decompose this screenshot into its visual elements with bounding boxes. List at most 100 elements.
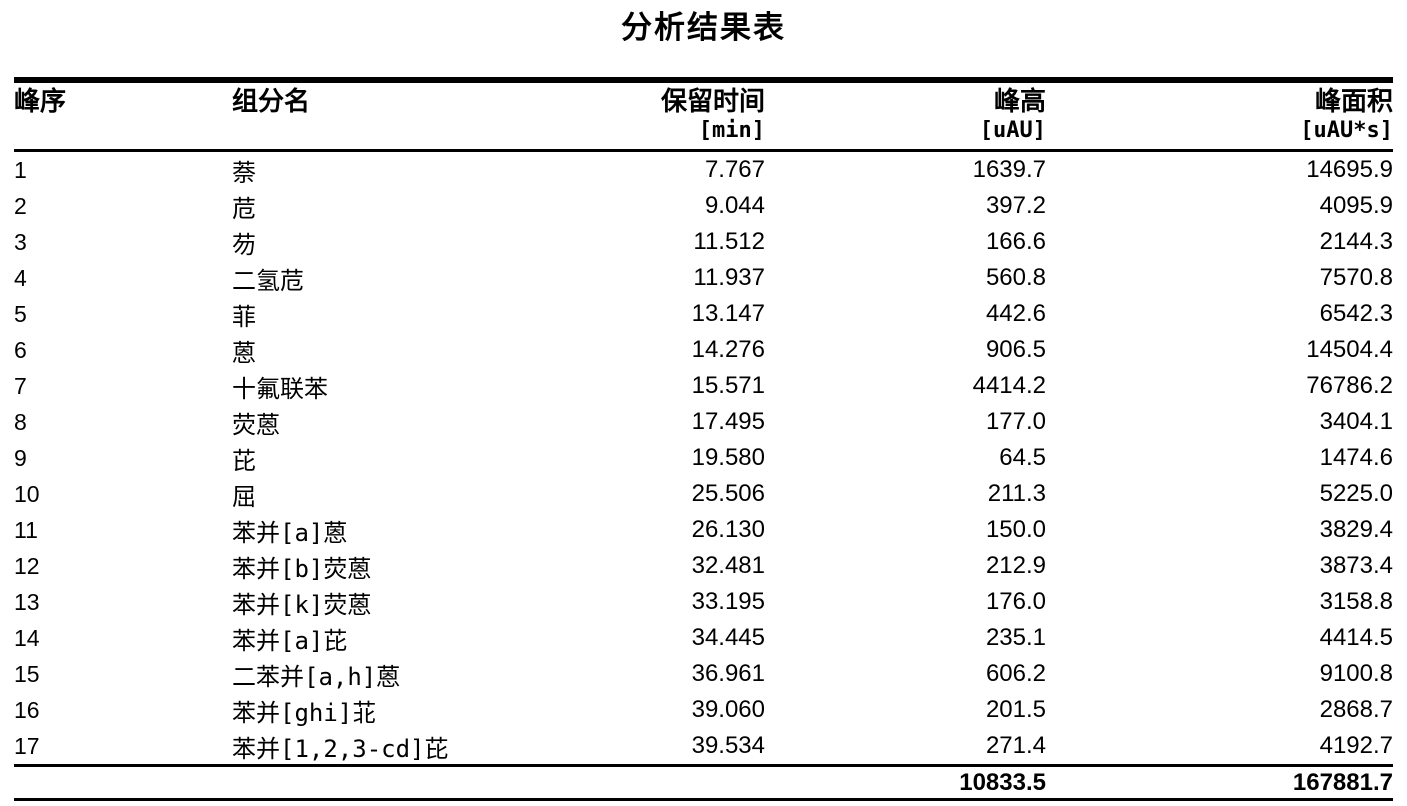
peak-height-cell: 212.9 (985, 552, 1046, 579)
component-name-cell: 苯并[k]荧蒽 (232, 590, 372, 619)
table-row: 5 菲 13.147 442.6 6542.3 (14, 296, 1393, 332)
component-name-label: 组分名 (232, 87, 311, 116)
component-name-cell: 二氢苊 (232, 266, 304, 295)
peak-area-cell: 4414.5 (1319, 624, 1393, 651)
component-name-cell: 蒽 (232, 338, 256, 367)
retention-time-label: 保留时间 (660, 87, 765, 116)
component-name-cell: 萘 (232, 158, 256, 187)
total-peak-height: 10833.5 (959, 768, 1046, 796)
page-title: 分析结果表 (621, 10, 786, 45)
peak-height-cell: 235.1 (985, 624, 1046, 651)
retention-time-cell: 25.506 (691, 480, 765, 507)
retention-time-cell: 33.195 (691, 588, 765, 615)
total-peak-area: 167881.7 (1292, 768, 1393, 796)
table-row: 10 屈 25.506 211.3 5225.0 (14, 476, 1393, 512)
column-header-peak-no: 峰序 (14, 80, 232, 151)
peak-area-cell: 5225.0 (1319, 480, 1393, 507)
table-row: 1 萘 7.767 1639.7 14695.9 (14, 151, 1393, 189)
retention-time-cell: 39.060 (691, 696, 765, 723)
component-name-cell: 二苯并[a,h]蒽 (232, 662, 401, 691)
peak-area-cell: 14695.9 (1306, 156, 1393, 183)
peak-area-cell: 14504.4 (1306, 336, 1393, 363)
table-header: 峰序 组分名 保留时间 [min] 峰高 [uAU] 峰面积 [uAU* (14, 80, 1393, 151)
retention-time-cell: 34.445 (691, 624, 765, 651)
retention-time-cell: 19.580 (691, 444, 765, 471)
peak-no-cell: 5 (14, 300, 27, 327)
component-name-cell: 芴 (232, 230, 256, 259)
peak-height-cell: 606.2 (985, 660, 1046, 687)
column-header-peak-area: 峰面积 [uAU*s] (1046, 80, 1393, 151)
totals-row: 10833.5 167881.7 (14, 765, 1393, 800)
peak-no-cell: 9 (14, 444, 27, 471)
peak-area-cell: 2868.7 (1319, 696, 1393, 723)
retention-time-unit: [min] (698, 118, 765, 143)
peak-area-cell: 76786.2 (1306, 372, 1393, 399)
retention-time-cell: 11.512 (693, 228, 765, 255)
component-name-cell: 十氟联苯 (232, 374, 328, 403)
peak-area-label: 峰面积 (1314, 87, 1393, 116)
peak-area-cell: 2144.3 (1319, 228, 1393, 255)
peak-area-cell: 3873.4 (1319, 552, 1393, 579)
component-name-cell: 苯并[a]芘 (232, 626, 348, 655)
column-header-peak-height: 峰高 [uAU] (765, 80, 1046, 151)
table-row: 14 苯并[a]芘 34.445 235.1 4414.5 (14, 620, 1393, 656)
retention-time-cell: 36.961 (691, 660, 765, 687)
peak-height-cell: 177.0 (985, 408, 1046, 435)
totals-empty-name (232, 766, 552, 800)
peak-no-cell: 16 (14, 696, 40, 723)
table-row: 12 苯并[b]荧蒽 32.481 212.9 3873.4 (14, 548, 1393, 584)
peak-no-cell: 10 (14, 480, 40, 507)
table-row: 15 二苯并[a,h]蒽 36.961 606.2 9100.8 (14, 656, 1393, 692)
column-header-component-name: 组分名 (232, 80, 552, 151)
component-name-cell: 苯并[ghi]苝 (232, 698, 377, 727)
peak-no-cell: 2 (14, 192, 27, 219)
component-name-cell: 菲 (232, 302, 256, 331)
component-name-unit (232, 117, 552, 145)
peak-height-cell: 176.0 (985, 588, 1046, 615)
retention-time-cell: 32.481 (691, 552, 765, 579)
table-row: 11 苯并[a]蒽 26.130 150.0 3829.4 (14, 512, 1393, 548)
peak-area-cell: 3158.8 (1319, 588, 1393, 615)
results-table: 峰序 组分名 保留时间 [min] 峰高 [uAU] 峰面积 [uAU* (14, 77, 1393, 801)
table-totals: 10833.5 167881.7 (14, 765, 1393, 800)
component-name-cell: 屈 (232, 482, 256, 511)
table-row: 3 芴 11.512 166.6 2144.3 (14, 224, 1393, 260)
table-row: 16 苯并[ghi]苝 39.060 201.5 2868.7 (14, 692, 1393, 728)
header-row: 峰序 组分名 保留时间 [min] 峰高 [uAU] 峰面积 [uAU* (14, 80, 1393, 151)
peak-height-label: 峰高 (993, 87, 1046, 116)
peak-area-cell: 9100.8 (1319, 660, 1393, 687)
peak-height-cell: 906.5 (985, 336, 1046, 363)
table-row: 7 十氟联苯 15.571 4414.2 76786.2 (14, 368, 1393, 404)
peak-height-cell: 4414.2 (972, 372, 1046, 399)
peak-height-cell: 397.2 (985, 192, 1046, 219)
table-row: 17 苯并[1,2,3-cd]芘 39.534 271.4 4192.7 (14, 728, 1393, 766)
retention-time-cell: 11.937 (693, 264, 765, 291)
table-row: 9 芘 19.580 64.5 1474.6 (14, 440, 1393, 476)
retention-time-cell: 15.571 (691, 372, 765, 399)
peak-no-cell: 1 (14, 156, 27, 183)
retention-time-cell: 9.044 (704, 192, 765, 219)
peak-height-cell: 442.6 (985, 300, 1046, 327)
peak-area-cell: 1474.6 (1319, 444, 1393, 471)
peak-no-cell: 11 (14, 516, 38, 543)
component-name-cell: 苊 (232, 194, 256, 223)
peak-height-cell: 211.3 (987, 480, 1046, 507)
peak-area-cell: 3404.1 (1319, 408, 1393, 435)
peak-area-unit: [uAU*s] (1300, 118, 1393, 143)
table-row: 6 蒽 14.276 906.5 14504.4 (14, 332, 1393, 368)
table-row: 2 苊 9.044 397.2 4095.9 (14, 188, 1393, 224)
component-name-cell: 苯并[b]荧蒽 (232, 554, 372, 583)
peak-height-cell: 64.5 (999, 444, 1046, 471)
peak-no-cell: 3 (14, 228, 27, 255)
retention-time-cell: 17.495 (691, 408, 765, 435)
peak-height-cell: 150.0 (985, 516, 1046, 543)
peak-no-cell: 7 (14, 372, 27, 399)
peak-no-unit (14, 117, 232, 145)
peak-no-cell: 14 (14, 624, 40, 651)
retention-time-cell: 14.276 (691, 336, 765, 363)
peak-no-cell: 8 (14, 408, 27, 435)
table-row: 4 二氢苊 11.937 560.8 7570.8 (14, 260, 1393, 296)
peak-no-cell: 15 (14, 660, 40, 687)
peak-no-cell: 12 (14, 552, 40, 579)
peak-height-cell: 271.4 (985, 732, 1046, 759)
